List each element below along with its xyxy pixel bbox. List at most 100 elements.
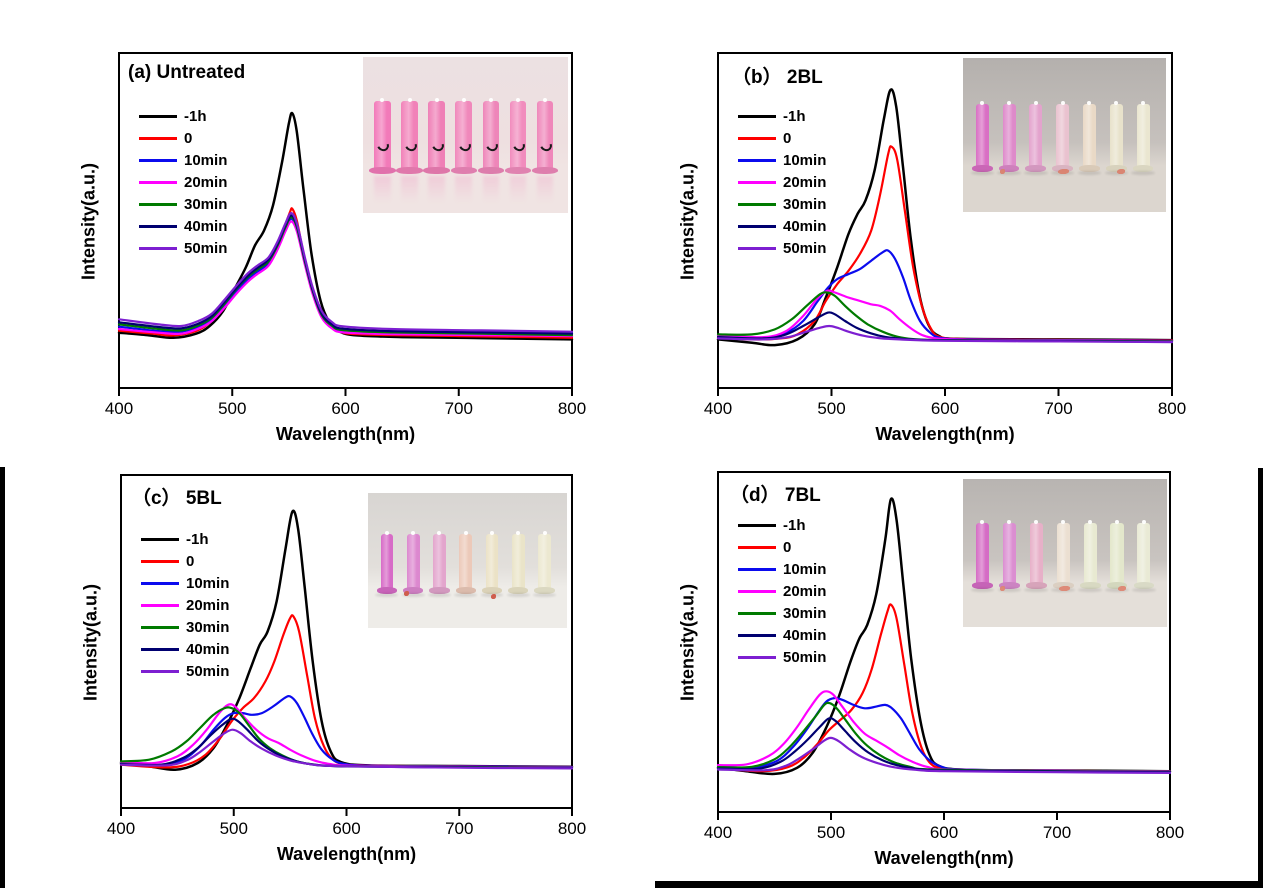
- curve-c-10min: [119, 694, 574, 769]
- legend-row: 0: [139, 128, 192, 148]
- legend-label: 50min: [783, 239, 827, 257]
- vial-glint: [463, 530, 468, 535]
- vial-glint: [1141, 520, 1146, 525]
- legend-label: 0: [184, 129, 193, 147]
- legend-swatch-30min: [738, 202, 776, 206]
- vial-shadow: [506, 592, 530, 597]
- vial-3: [428, 100, 445, 173]
- legend-label: 10min: [184, 151, 228, 169]
- vial-shadow: [997, 171, 1021, 176]
- x-tick-label: 600: [930, 399, 960, 418]
- curve-d-20min: [716, 690, 1172, 773]
- legend-swatch-50min: [141, 669, 179, 673]
- vial-glint: [980, 520, 985, 525]
- legend-row: 50min: [139, 238, 227, 258]
- legend-label: -1h: [186, 530, 209, 548]
- vial-1: [975, 104, 989, 171]
- legend-row: 40min: [141, 639, 229, 659]
- vial-shadow: [1132, 588, 1156, 593]
- legend-label: -1h: [184, 107, 207, 125]
- vial-reflection: [536, 176, 554, 203]
- legend-row: 30min: [738, 603, 826, 623]
- x-tick-label: 500: [219, 819, 248, 838]
- vial-3: [1029, 523, 1043, 588]
- vial-foot: [1052, 582, 1074, 590]
- vial-glint: [1115, 520, 1120, 525]
- vial-shadow: [1105, 588, 1129, 593]
- vial-foot: [1132, 165, 1154, 173]
- legend-label: 20min: [783, 582, 827, 600]
- legend-label: 0: [783, 129, 792, 147]
- vial-shadow: [1077, 171, 1102, 176]
- vial-foot: [504, 167, 531, 175]
- legend-swatch-20min: [738, 180, 776, 184]
- legend-row: 50min: [738, 647, 826, 667]
- vial-foot: [1105, 165, 1127, 173]
- vial-foot: [1079, 582, 1101, 590]
- vial-foot: [998, 582, 1020, 590]
- residue-blob: [999, 169, 1005, 175]
- panel-title-d: （d） 7BL: [730, 485, 821, 506]
- legend-row: 20min: [738, 172, 826, 192]
- vial-6: [1110, 523, 1124, 588]
- x-tick-label: 600: [929, 823, 959, 842]
- legend-swatch-10min: [141, 581, 179, 585]
- curve-a-50min: [117, 211, 574, 333]
- vial-5: [1083, 523, 1097, 588]
- y-axis-label-b: Intensity(a.u.): [677, 162, 698, 280]
- vial-reflection: [428, 176, 445, 203]
- vial-2: [1002, 104, 1016, 171]
- curve-d-50min: [716, 736, 1172, 774]
- vial-foot: [481, 586, 503, 594]
- legend-row: 30min: [738, 194, 826, 214]
- vial-4: [459, 533, 473, 592]
- legend-label: 0: [186, 552, 195, 570]
- legend-swatch-40min: [139, 224, 177, 228]
- vial-4: [1056, 523, 1070, 588]
- vial-4: [455, 100, 472, 173]
- legend-row: 10min: [738, 559, 826, 579]
- vial-5: [485, 533, 499, 592]
- vial-glint: [980, 101, 985, 106]
- legend-swatch-30min: [738, 611, 776, 615]
- vial-1: [380, 533, 394, 592]
- x-tick-label: 700: [1042, 823, 1072, 842]
- vial-glint: [411, 530, 416, 535]
- vial-glint: [1087, 101, 1092, 106]
- legend-label: -1h: [783, 516, 806, 534]
- inset-photo-b: [963, 58, 1166, 212]
- x-tick-label: 600: [332, 819, 361, 838]
- vial-glint: [1033, 101, 1038, 106]
- vial-3: [433, 533, 446, 592]
- vial-foot: [534, 586, 555, 594]
- legend-swatch-50min: [139, 246, 177, 250]
- legend-row: 0: [141, 551, 194, 571]
- legend-swatch-30min: [141, 625, 179, 629]
- legend-row: -1h: [141, 529, 209, 549]
- scan-artifact-bottom: [655, 881, 1263, 888]
- vial-glint: [437, 530, 442, 535]
- scan-artifact-left: [0, 467, 5, 888]
- vial-shadow: [375, 592, 399, 597]
- legend-swatch-40min: [738, 224, 776, 228]
- vial-foot: [998, 165, 1020, 173]
- y-axis-label-d: Intensity(a.u.): [677, 584, 698, 702]
- x-axis-label-a: Wavelength(nm): [275, 424, 416, 444]
- vial-foot: [423, 167, 450, 175]
- y-axis-label-c: Intensity(a.u.): [80, 583, 101, 701]
- vial-reflection: [374, 176, 391, 203]
- legend-label: 30min: [186, 618, 230, 636]
- legend-swatch-50min: [738, 246, 776, 250]
- legend-row: 50min: [738, 238, 826, 258]
- legend-label: 20min: [783, 173, 827, 191]
- x-tick-label: 700: [445, 819, 474, 838]
- vial-foot: [508, 586, 529, 594]
- vial-shadow: [1024, 588, 1048, 593]
- legend-swatch-0: [139, 136, 177, 140]
- residue-blob: [491, 593, 497, 599]
- vial-6: [511, 533, 525, 592]
- legend-row: 20min: [141, 595, 229, 615]
- vial-shadow: [533, 592, 556, 597]
- legend-swatch--1h: [738, 114, 776, 118]
